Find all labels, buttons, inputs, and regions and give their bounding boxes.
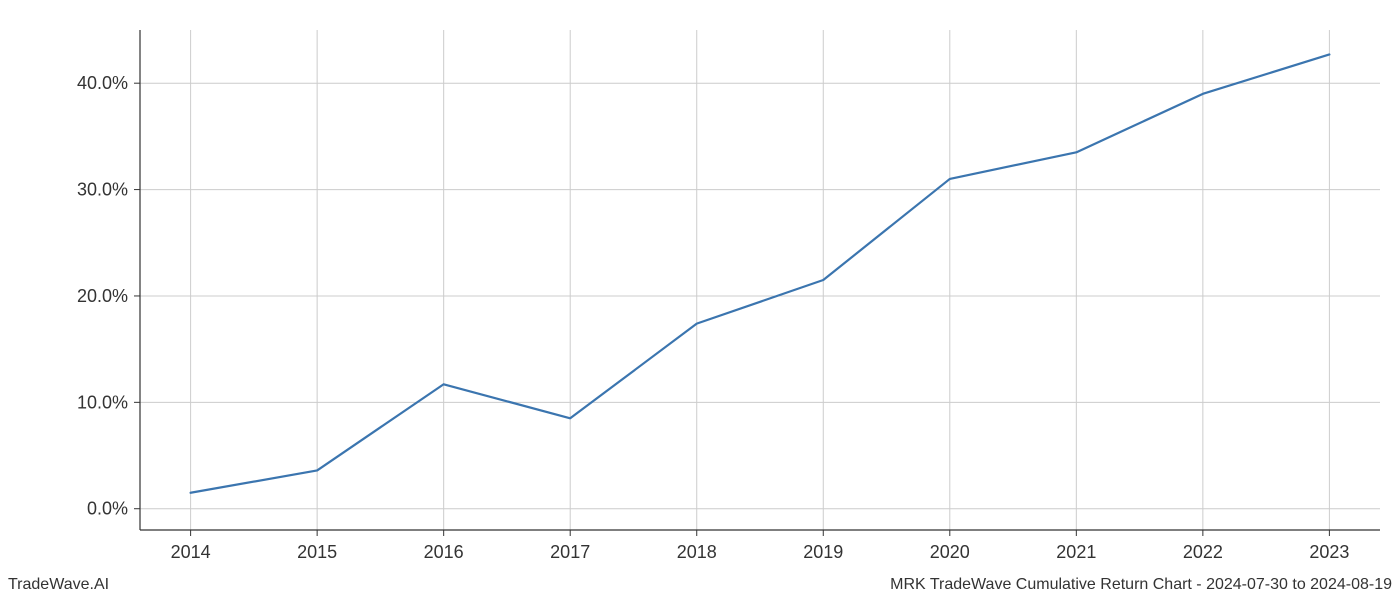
line-chart: 2014 2015 2016 2017 2018 2019 2020 2021 2022 2023… xyxy=(0,0,1400,600)
x-tick-label: 2019 xyxy=(803,542,843,562)
x-tick-label: 2023 xyxy=(1309,542,1349,562)
x-tick-label: 2014 xyxy=(171,542,211,562)
y-tick-label: 20.0% xyxy=(77,286,128,306)
x-tick-label: 2016 xyxy=(424,542,464,562)
y-tick-label: 40.0% xyxy=(77,73,128,93)
x-tick-label: 2022 xyxy=(1183,542,1223,562)
footer-left-caption: TradeWave.AI xyxy=(8,576,109,594)
y-tick-label: 0.0% xyxy=(87,499,128,519)
x-tick-label: 2020 xyxy=(930,542,970,562)
chart-background xyxy=(0,0,1400,600)
x-tick-label: 2017 xyxy=(550,542,590,562)
x-tick-label: 2015 xyxy=(297,542,337,562)
x-tick-label: 2018 xyxy=(677,542,717,562)
y-tick-label: 30.0% xyxy=(77,180,128,200)
x-tick-label: 2021 xyxy=(1056,542,1096,562)
chart-container: 2014 2015 2016 2017 2018 2019 2020 2021 2022 2023… xyxy=(0,0,1400,600)
y-tick-label: 10.0% xyxy=(77,392,128,412)
footer-right-caption: MRK TradeWave Cumulative Return Chart - … xyxy=(890,576,1392,594)
